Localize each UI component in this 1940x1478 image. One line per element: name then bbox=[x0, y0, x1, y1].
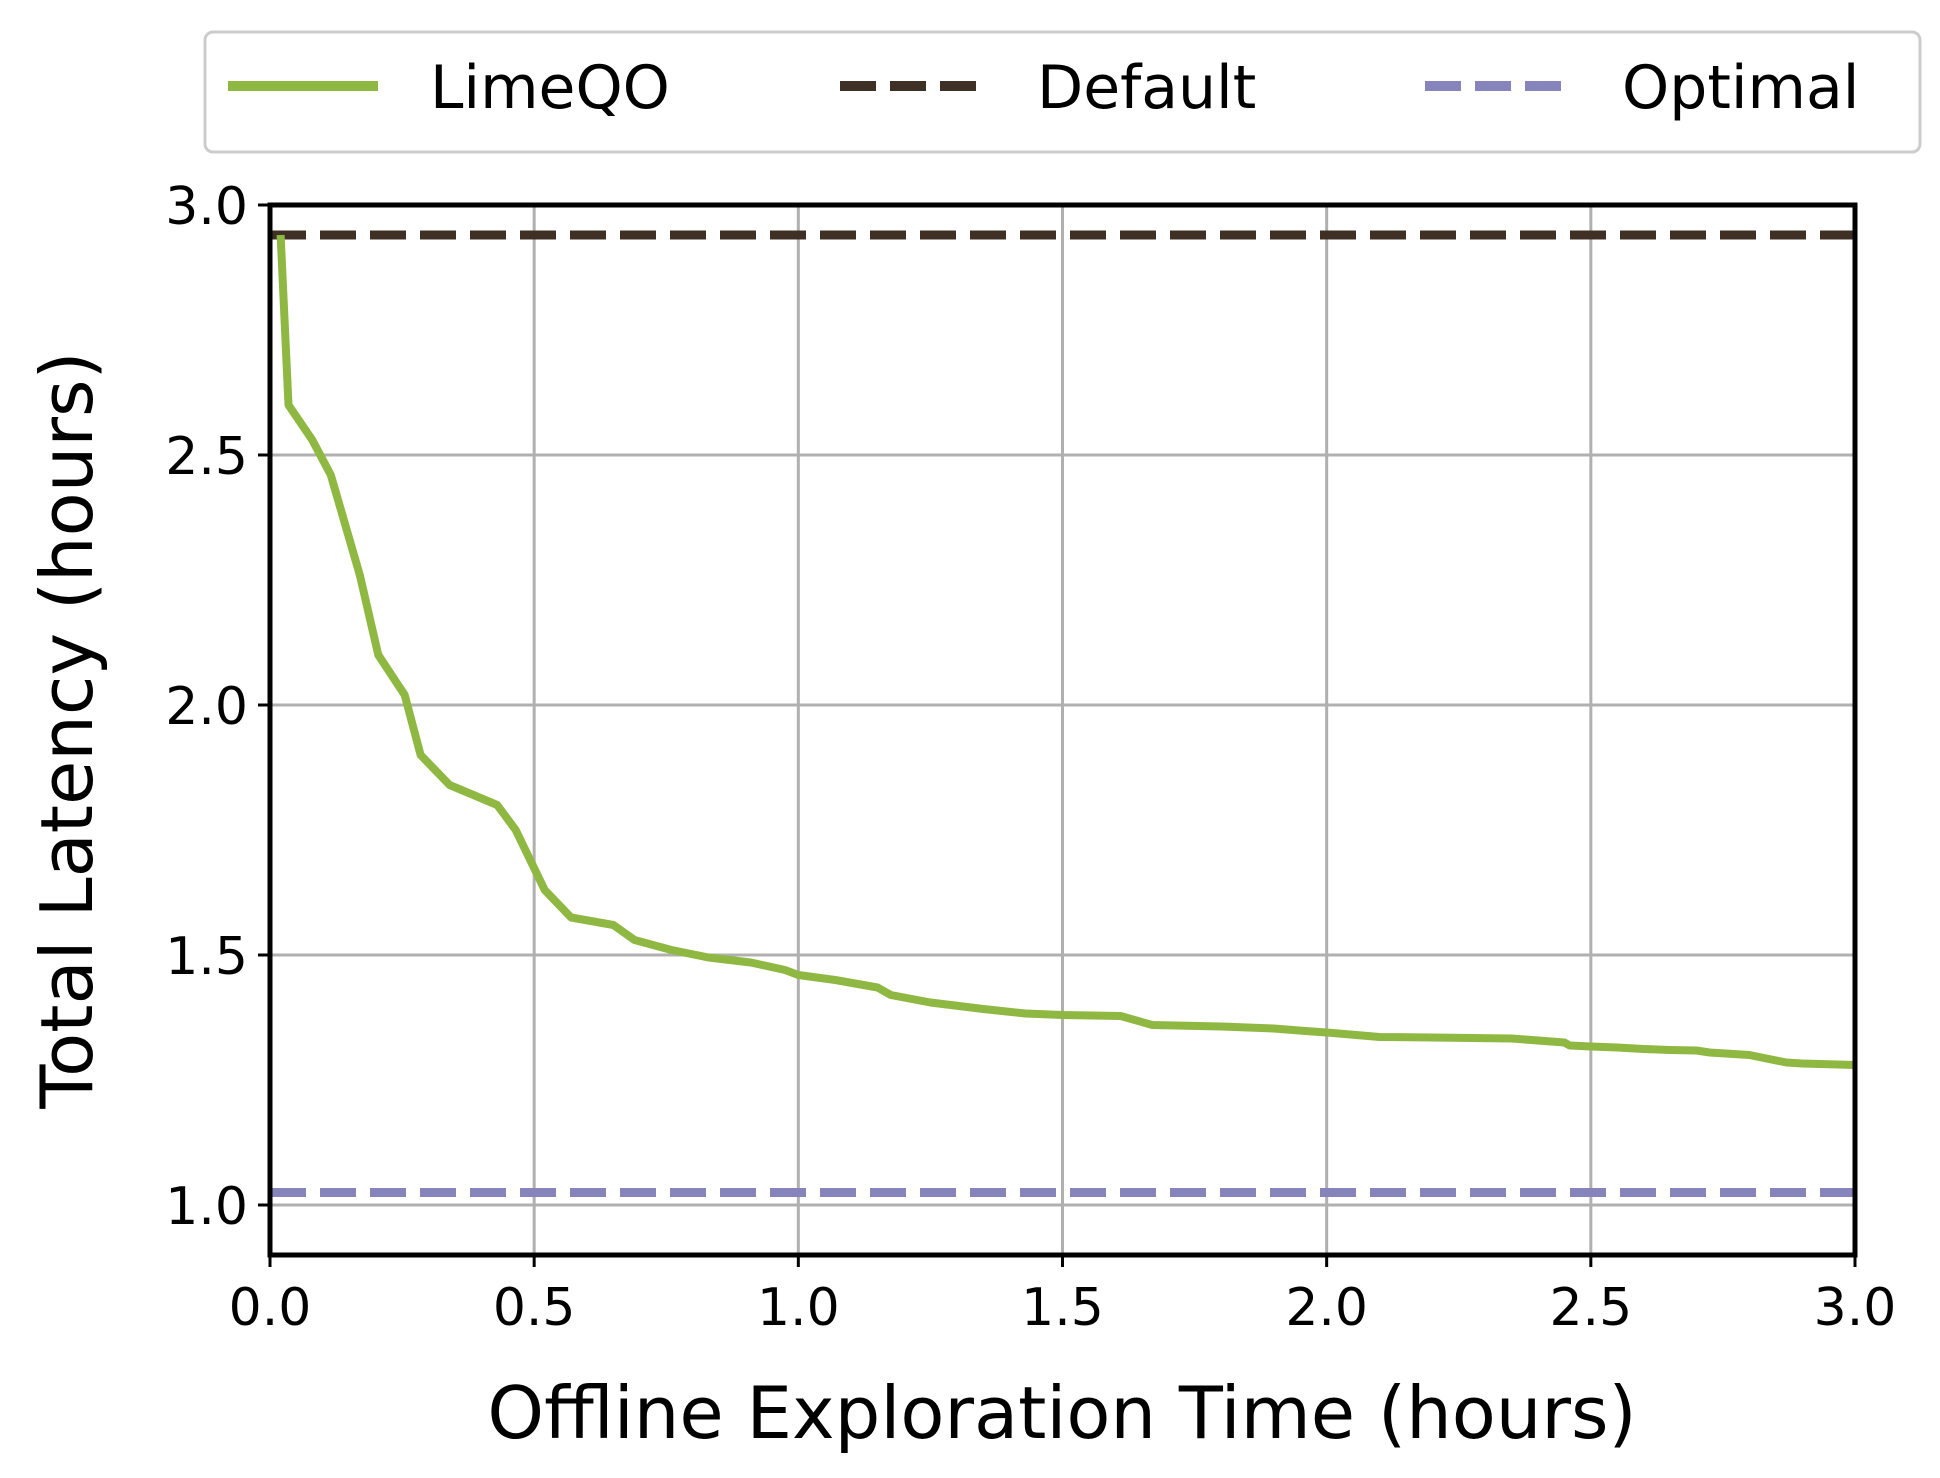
y-tick-label: 1.5 bbox=[165, 927, 248, 987]
x-tick-label: 1.5 bbox=[1021, 1278, 1104, 1338]
x-axis-title: Offline Exploration Time (hours) bbox=[487, 1371, 1636, 1455]
x-tick-label: 1.0 bbox=[757, 1278, 840, 1338]
y-axis-title: Total Latency (hours) bbox=[25, 351, 109, 1109]
series-layer bbox=[270, 230, 1856, 1197]
legend-label-optimal: Optimal bbox=[1622, 53, 1859, 123]
x-tick-label: 0.5 bbox=[493, 1278, 576, 1338]
x-tick-label: 2.0 bbox=[1285, 1278, 1368, 1338]
x-tick-label: 2.5 bbox=[1549, 1278, 1632, 1338]
plot-area bbox=[267, 202, 1858, 1258]
legend-label-default: Default bbox=[1037, 53, 1256, 123]
legend-entry-default: Default bbox=[840, 53, 1256, 123]
x-axis: 0.0 0.5 1.0 1.5 2.0 2.5 3.0 bbox=[229, 1255, 1897, 1338]
y-tick-label: 1.0 bbox=[165, 1177, 248, 1237]
x-tick-label: 0.0 bbox=[229, 1278, 312, 1338]
y-tick-label: 3.0 bbox=[165, 177, 248, 237]
legend-frame bbox=[203, 30, 1922, 154]
y-tick-label: 2.5 bbox=[165, 427, 248, 487]
legend-entry-optimal: Optimal bbox=[1425, 53, 1859, 123]
x-tick-label: 3.0 bbox=[1814, 1278, 1897, 1338]
y-tick-label: 2.0 bbox=[165, 677, 248, 737]
legend-entry-limeqo: LimeQO bbox=[228, 53, 670, 123]
legend: LimeQO Default Optimal bbox=[203, 30, 1922, 154]
legend-label-limeqo: LimeQO bbox=[430, 53, 670, 123]
series-line-limeqo bbox=[276, 234, 1856, 1069]
y-axis: 1.0 1.5 2.0 2.5 3.0 bbox=[165, 177, 270, 1237]
